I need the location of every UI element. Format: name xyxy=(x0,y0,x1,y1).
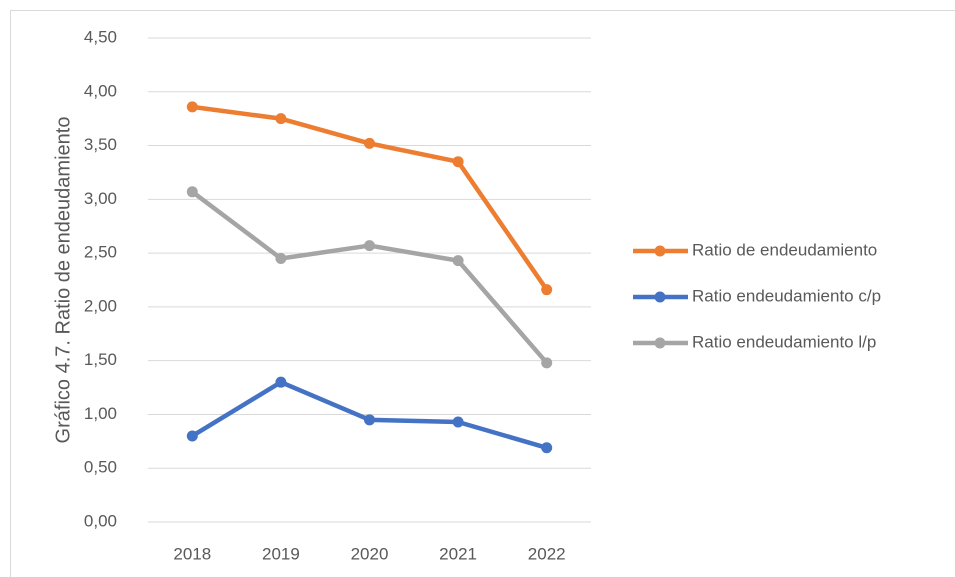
data-point xyxy=(186,430,198,442)
data-point xyxy=(452,255,464,267)
y-tick-label: 4,50 xyxy=(84,27,117,46)
data-point xyxy=(275,252,287,264)
data-point xyxy=(364,240,375,252)
x-tick-label: 2019 xyxy=(262,544,300,563)
x-tick-label: 2018 xyxy=(173,544,211,563)
legend-label: Ratio de endeudamiento xyxy=(692,240,877,259)
data-point xyxy=(275,113,287,125)
legend-label: Ratio endeudamiento c/p xyxy=(692,286,881,305)
chart-border xyxy=(10,10,955,577)
data-point xyxy=(186,186,198,198)
y-tick-label: 2,50 xyxy=(84,243,117,262)
y-tick-label: 4,00 xyxy=(84,81,117,100)
data-point xyxy=(364,137,375,149)
y-tick-label: 2,00 xyxy=(84,296,117,315)
x-tick-label: 2020 xyxy=(351,544,389,563)
y-tick-label: 0,50 xyxy=(84,458,117,477)
data-point xyxy=(364,414,375,426)
y-axis-label: Gráfico 4.7. Ratio de endeudamiento xyxy=(52,117,74,444)
x-tick-label: 2022 xyxy=(528,544,566,563)
data-point xyxy=(186,101,198,113)
y-tick-label: 3,50 xyxy=(84,135,117,154)
x-tick-label: 2021 xyxy=(439,544,477,563)
y-tick-label: 1,00 xyxy=(84,404,117,423)
data-point xyxy=(275,376,287,388)
data-point xyxy=(541,442,553,454)
legend-marker xyxy=(654,245,666,257)
y-tick-label: 0,00 xyxy=(84,511,117,530)
y-tick-label: 1,50 xyxy=(84,350,117,369)
data-point xyxy=(452,156,464,168)
data-point xyxy=(541,284,553,296)
data-point xyxy=(452,416,464,428)
series-line xyxy=(190,190,549,365)
legend-label: Ratio endeudamiento l/p xyxy=(692,332,876,351)
series-line xyxy=(192,104,549,291)
y-tick-label: 3,00 xyxy=(84,189,117,208)
legend-marker xyxy=(654,291,666,303)
legend-marker xyxy=(654,337,666,349)
data-point xyxy=(541,357,553,369)
